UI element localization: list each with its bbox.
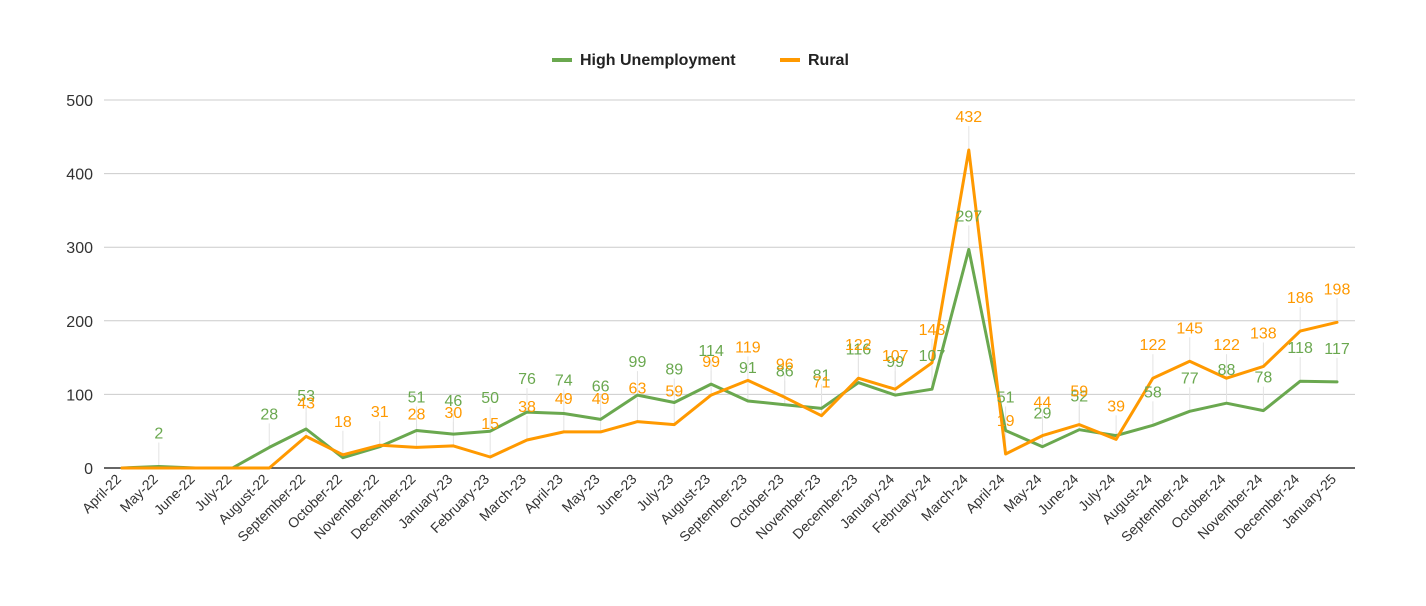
data-label-high-unemployment: 28	[260, 406, 278, 423]
data-label-rural: 59	[665, 384, 683, 401]
x-tick-label: June-24	[1034, 471, 1081, 518]
data-label-rural: 43	[297, 395, 315, 412]
x-tick-label: April-23	[521, 471, 567, 517]
x-tick-label: June-22	[151, 471, 198, 518]
y-tick-label: 500	[66, 93, 93, 110]
data-label-high-unemployment: 51	[997, 389, 1015, 406]
data-label-rural: 145	[1176, 320, 1203, 337]
data-label-rural: 39	[1107, 398, 1125, 415]
data-label-high-unemployment: 46	[444, 393, 462, 410]
data-label-rural: 198	[1324, 281, 1351, 298]
data-label-high-unemployment: 81	[813, 367, 831, 384]
y-tick-label: 400	[66, 167, 93, 184]
data-label-high-unemployment: 86	[776, 364, 794, 381]
data-label-rural: 18	[334, 414, 352, 431]
data-label-high-unemployment: 52	[1070, 389, 1088, 406]
data-label-rural: 138	[1250, 325, 1277, 342]
data-label-rural: 28	[408, 406, 426, 423]
data-label-high-unemployment: 107	[919, 348, 946, 365]
data-label-rural: 38	[518, 399, 536, 416]
series-lines	[120, 148, 1339, 470]
y-tick-label: 0	[84, 461, 93, 478]
data-label-rural: 96	[776, 356, 794, 373]
data-label-rural: 19	[997, 413, 1015, 430]
data-label-rural: 71	[813, 375, 831, 392]
legend: High Unemployment Rural	[552, 52, 849, 69]
data-label-high-unemployment: 53	[297, 388, 315, 405]
data-label-high-unemployment: 114	[698, 343, 724, 360]
data-label-rural: 44	[1034, 395, 1052, 412]
x-axis: April-22May-22June-22July-22August-22Sep…	[79, 471, 1340, 545]
data-label-high-unemployment: 91	[739, 360, 757, 377]
data-label-rural: 186	[1287, 290, 1314, 307]
data-label-high-unemployment: 66	[592, 378, 610, 395]
y-tick-label: 300	[66, 240, 93, 257]
data-label-rural: 119	[735, 339, 761, 356]
series-line-high-unemployment	[120, 247, 1339, 470]
data-label-high-unemployment: 99	[886, 354, 904, 371]
data-label-high-unemployment: 99	[629, 354, 647, 371]
data-label-rural: 107	[882, 348, 909, 365]
y-tick-label: 200	[66, 314, 93, 331]
data-label-rural: 63	[629, 381, 647, 398]
series-line-rural	[120, 148, 1339, 470]
data-label-high-unemployment: 51	[408, 389, 426, 406]
data-label-rural: 49	[592, 391, 610, 408]
data-label-rural: 30	[444, 405, 462, 422]
data-label-rural: 143	[919, 322, 946, 339]
data-label-high-unemployment: 74	[555, 373, 573, 390]
data-label-high-unemployment: 58	[1144, 384, 1162, 401]
data-label-high-unemployment: 89	[665, 361, 683, 378]
data-label-rural: 122	[1140, 337, 1167, 354]
data-label-rural: 99	[702, 354, 720, 371]
data-label-high-unemployment: 117	[1324, 341, 1350, 358]
data-label-high-unemployment: 118	[1287, 340, 1313, 357]
data-label-high-unemployment: 116	[846, 342, 872, 359]
data-label-high-unemployment: 29	[1034, 406, 1052, 423]
data-label-rural: 49	[555, 391, 573, 408]
data-label-high-unemployment: 2	[154, 426, 163, 443]
y-axis: 0 100 200 300 400 500	[66, 93, 93, 478]
data-label-high-unemployment: 297	[955, 208, 982, 225]
data-label-rural: 15	[481, 416, 499, 433]
data-label-rural: 432	[955, 109, 982, 126]
data-label-rural: 122	[845, 337, 872, 354]
data-label-high-unemployment: 78	[1254, 370, 1272, 387]
data-label-high-unemployment: 77	[1181, 370, 1199, 387]
label-leader-lines	[158, 126, 1338, 467]
legend-label-rural: Rural	[808, 52, 849, 69]
gridlines	[104, 99, 1355, 469]
data-label-high-unemployment: 50	[481, 390, 499, 407]
data-label-high-unemployment: 88	[1218, 362, 1236, 379]
y-tick-label: 100	[66, 387, 93, 404]
data-label-rural: 59	[1070, 384, 1088, 401]
data-label-high-unemployment: 76	[518, 371, 536, 388]
data-label-rural: 122	[1213, 337, 1240, 354]
x-tick-label: April-24	[962, 471, 1008, 517]
x-tick-label: June-23	[592, 471, 639, 518]
legend-label-high-unemployment: High Unemployment	[580, 52, 736, 69]
data-label-rural: 31	[371, 404, 389, 421]
